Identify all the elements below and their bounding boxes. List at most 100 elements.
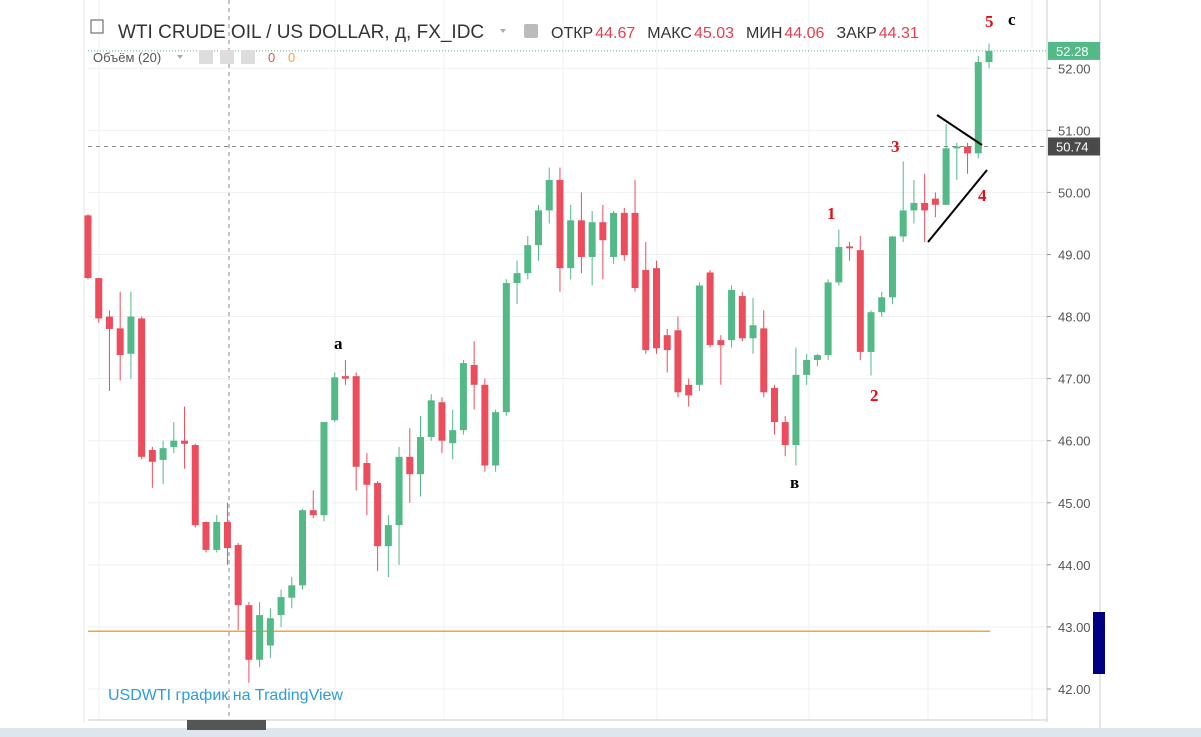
candle-body (502, 283, 510, 413)
candle-body (642, 270, 650, 351)
annotation: 2 (870, 386, 879, 405)
settings-icon[interactable] (524, 24, 538, 38)
annotation: 1 (827, 204, 836, 223)
y-tick-label: 50.00 (1058, 185, 1091, 200)
side-marker (1093, 612, 1105, 674)
last-price-box (1048, 41, 1100, 60)
candle-body (921, 202, 929, 211)
candle-body (213, 522, 221, 550)
candle-body (202, 522, 210, 550)
candle-body (535, 210, 542, 246)
candle-body (449, 430, 457, 444)
candle-body (95, 278, 103, 319)
volume-icon[interactable] (199, 50, 213, 64)
candle-body (728, 289, 736, 341)
candle-body (663, 335, 671, 351)
candle-body (148, 450, 156, 462)
volume-value: 0 (288, 50, 295, 65)
candle-body (181, 440, 189, 444)
candle-body (406, 456, 414, 475)
menu-icon[interactable] (90, 19, 104, 34)
candle-body (277, 597, 285, 616)
trend-line (936, 114, 983, 146)
annotation: в (790, 473, 799, 492)
candles (84, 43, 993, 683)
annotation: c (1008, 10, 1016, 29)
candle-body (427, 400, 435, 437)
annotation: 5 (985, 12, 994, 31)
candle-body (567, 220, 575, 269)
candle-body (706, 272, 714, 346)
candle-body (556, 180, 564, 269)
y-tick-label: 42.00 (1058, 682, 1091, 697)
candle-body (942, 148, 950, 205)
candle-body (760, 328, 768, 393)
candle-body (288, 585, 296, 598)
candle-body (599, 222, 607, 241)
candle-body (685, 384, 693, 396)
candle-body (363, 463, 371, 485)
candle-body (792, 374, 800, 446)
ohlc-label: МАКС (647, 25, 692, 42)
candle-body (331, 377, 339, 421)
candle-body (824, 282, 832, 356)
candle-body (492, 412, 500, 466)
candle-body (878, 297, 886, 313)
candle-body (695, 285, 703, 385)
candle-body (191, 445, 199, 526)
ohlc-legend: ОТКР 44.67 МАКС 45.03 МИН 44.06 ЗАКР 44.31 (551, 25, 919, 42)
candle-body (899, 210, 907, 237)
candle-body (374, 482, 382, 547)
candle-body (888, 236, 896, 298)
candle-body (610, 212, 618, 257)
last-price-label: 52.28 (1056, 44, 1089, 59)
candle-body (803, 360, 811, 375)
candle-body (620, 212, 628, 256)
candle-body (717, 340, 725, 346)
ohlc-label: ОТКР (551, 25, 593, 42)
candle-body (459, 363, 467, 431)
candle-body (438, 402, 446, 441)
candle-body (513, 273, 521, 284)
trend-line (927, 169, 988, 243)
candle-body (846, 246, 854, 249)
candle-body (417, 436, 425, 475)
candle-body (910, 202, 918, 211)
candle-body (159, 448, 167, 460)
time-cursor-label (187, 720, 266, 730)
volume-icon[interactable] (241, 50, 255, 64)
candle-body (395, 456, 403, 526)
bottom-bar (0, 728, 1201, 737)
annotation: 4 (978, 186, 987, 205)
candle-body (138, 318, 146, 457)
y-tick-label: 48.00 (1058, 310, 1091, 325)
candle-body (867, 312, 875, 352)
candle-body (674, 330, 682, 393)
y-tick-label: 47.00 (1058, 372, 1091, 387)
dropdown-icon[interactable] (177, 55, 183, 59)
candle-body (170, 440, 178, 447)
volume-value: 0 (268, 50, 275, 65)
candle-body (309, 510, 317, 516)
y-tick-label: 52.00 (1058, 61, 1091, 76)
watermark[interactable]: USDWTI график на TradingView (108, 687, 343, 704)
volume-icon[interactable] (220, 50, 234, 64)
candle-body (223, 522, 231, 549)
candle-body (116, 328, 124, 356)
candle-body (835, 247, 843, 283)
symbol-title: WTI CRUDE OIL / US DOLLAR, д, FX_IDC (118, 22, 484, 43)
dropdown-icon[interactable] (500, 29, 506, 33)
candle-body (320, 422, 328, 516)
y-tick-label: 45.00 (1058, 496, 1091, 511)
candle-body (352, 376, 360, 467)
y-tick-label: 46.00 (1058, 434, 1091, 449)
candle-body (299, 510, 307, 586)
candle-body (524, 245, 532, 274)
y-tick-label: 44.00 (1058, 558, 1091, 573)
candle-body (770, 387, 778, 423)
candle-body (266, 618, 274, 646)
candle-body (234, 544, 242, 606)
candle-body (470, 364, 478, 385)
